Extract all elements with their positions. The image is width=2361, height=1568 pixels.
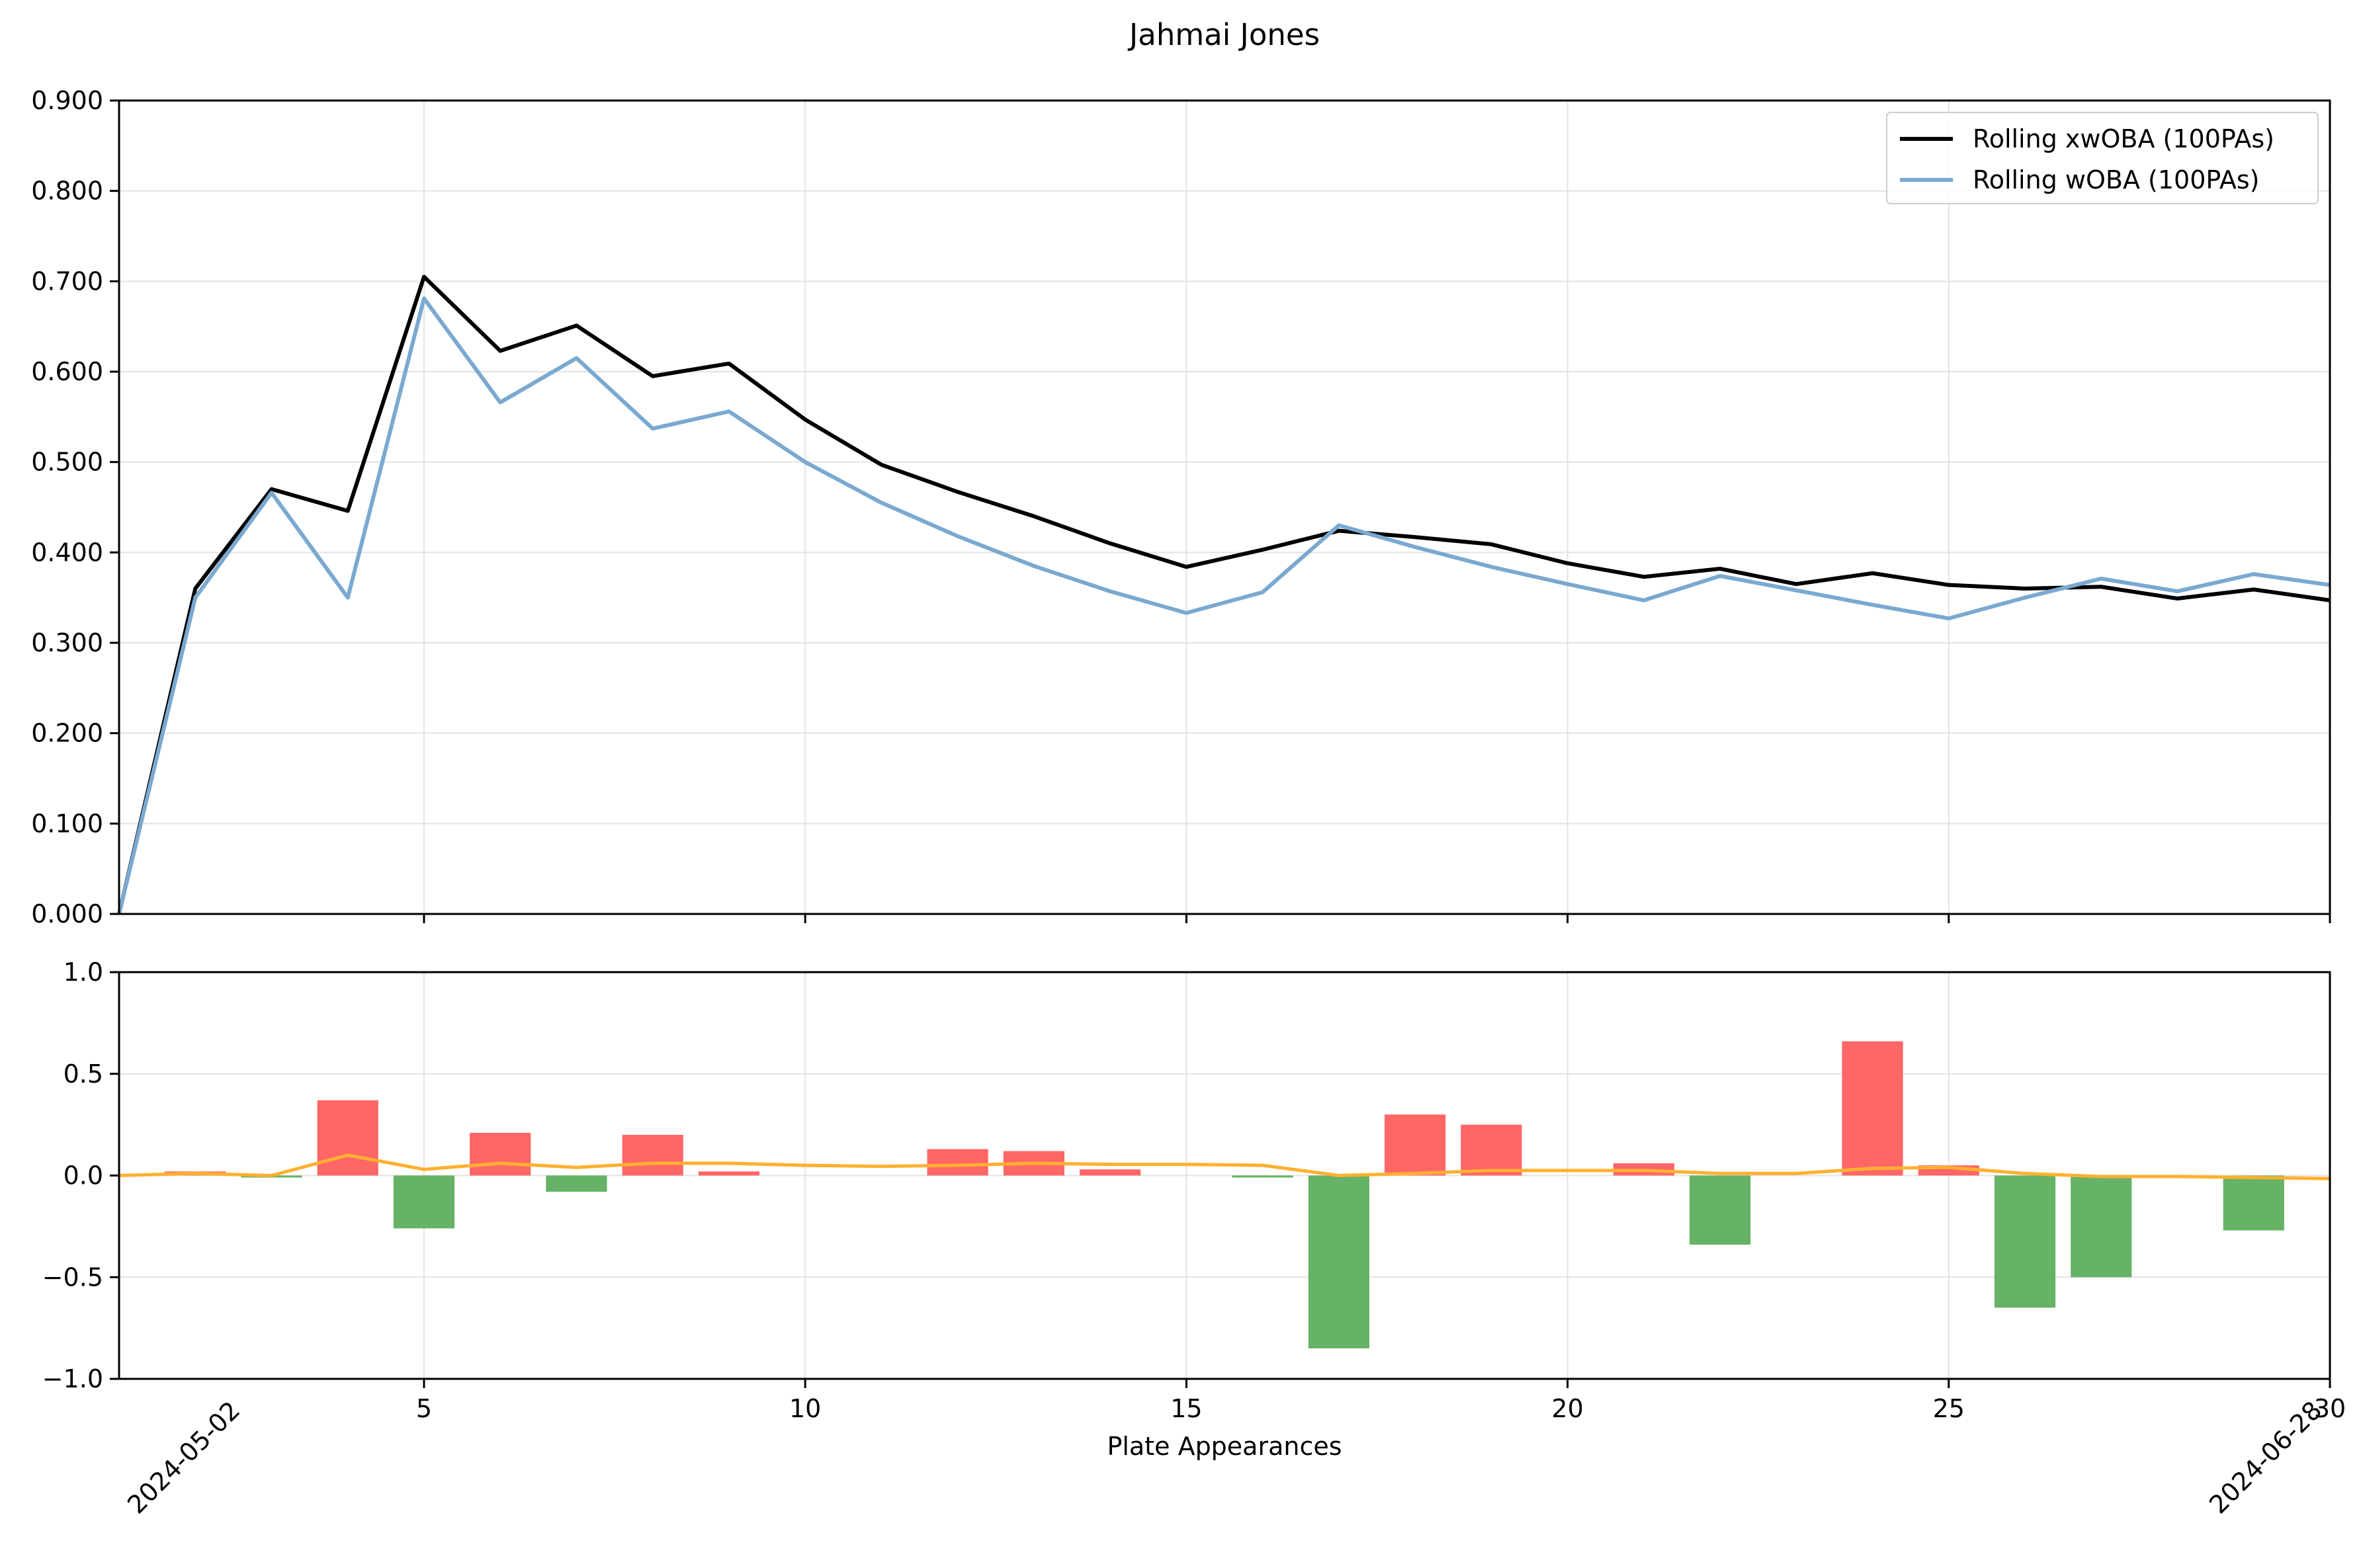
top-y-tick-label: 0.800: [31, 177, 103, 206]
bottom-x-tick-label: 15: [1170, 1394, 1202, 1423]
difference-bar: [1385, 1114, 1446, 1176]
bottom-x-tick-label: 5: [416, 1394, 432, 1423]
bottom-y-tick-label: 0.0: [64, 1161, 103, 1190]
bottom-x-tick-label: 25: [1933, 1394, 1965, 1423]
difference-bar: [1080, 1169, 1141, 1176]
rolling-woba-panel: 0.000 0.100 0.200 0.300 0.400 0.500 0.600 0.700…: [31, 86, 2331, 928]
top-plot-frame: [118, 99, 2331, 915]
difference-trend-line: [118, 1153, 2331, 1180]
top-series: [117, 274, 2331, 915]
difference-bars: [165, 1041, 2284, 1348]
difference-bar: [470, 1132, 531, 1176]
bottom-y-tick-label: 1.0: [64, 958, 103, 987]
bottom-y-tick-label: −0.5: [42, 1262, 103, 1292]
top-y-tick-label: 0.200: [31, 719, 103, 748]
difference-bar: [2071, 1175, 2132, 1278]
legend-entry-xwoba: Rolling xwOBA (100PAs): [1973, 124, 2274, 153]
difference-bar: [927, 1149, 988, 1176]
bottom-x-tick-label: 20: [1551, 1394, 1583, 1423]
top-y-tick-label: 0.400: [31, 538, 103, 567]
top-y-tick-label: 0.600: [31, 357, 103, 386]
top-grid: [119, 100, 2331, 915]
difference-bar: [1689, 1175, 1751, 1245]
difference-bar: [1308, 1175, 1369, 1348]
legend-box: [1886, 112, 2319, 204]
top-y-axis: 0.000 0.100 0.200 0.300 0.400 0.500 0.600 0.700…: [31, 86, 119, 928]
top-y-tick-label: 0.000: [31, 899, 103, 928]
series-line-woba: [117, 296, 2331, 915]
difference-bar: [2223, 1175, 2284, 1231]
bottom-x-axis: 5 10 15 20 25 30: [416, 1379, 2346, 1423]
bottom-x-tick-label: 10: [789, 1394, 821, 1423]
difference-bar-panel: −1.0 −0.5 0.0 0.5 1.0 5 10 15 20 25 30 Plate Appe…: [42, 958, 2346, 1520]
bottom-y-axis: −1.0 −0.5 0.0 0.5 1.0: [42, 958, 119, 1393]
start-date-label: 2024-05-02: [122, 1395, 245, 1519]
difference-bar: [1461, 1124, 1522, 1176]
difference-bar: [546, 1175, 607, 1192]
chart-title: Jahmai Jones: [1127, 17, 1320, 52]
difference-bar: [622, 1135, 683, 1176]
difference-bar: [317, 1100, 378, 1176]
top-y-tick-label: 0.500: [31, 448, 103, 477]
top-x-axis: [423, 914, 2331, 923]
top-y-tick-label: 0.100: [31, 809, 103, 838]
difference-bar: [1994, 1175, 2056, 1308]
bottom-x-tick-label: 30: [2314, 1394, 2346, 1423]
top-y-tick-label: 0.700: [31, 267, 103, 296]
bottom-y-tick-label: 0.5: [64, 1059, 103, 1089]
series-line-xwoba: [117, 274, 2331, 915]
top-y-tick-label: 0.300: [31, 628, 103, 657]
difference-bar: [1232, 1175, 1293, 1178]
end-date-label: 2024-06-28: [2204, 1395, 2327, 1519]
bottom-y-tick-label: −1.0: [42, 1364, 103, 1393]
difference-bar: [1842, 1041, 1903, 1176]
x-axis-label: Plate Appearances: [1107, 1432, 1342, 1461]
legend-entry-woba: Rolling wOBA (100PAs): [1973, 165, 2260, 194]
top-y-tick-label: 0.900: [31, 86, 103, 115]
trend-line: [118, 1153, 2331, 1180]
difference-bar: [698, 1171, 760, 1176]
legend: Rolling xwOBA (100PAs) Rolling wOBA (100…: [1886, 112, 2319, 204]
difference-bar: [393, 1175, 455, 1229]
